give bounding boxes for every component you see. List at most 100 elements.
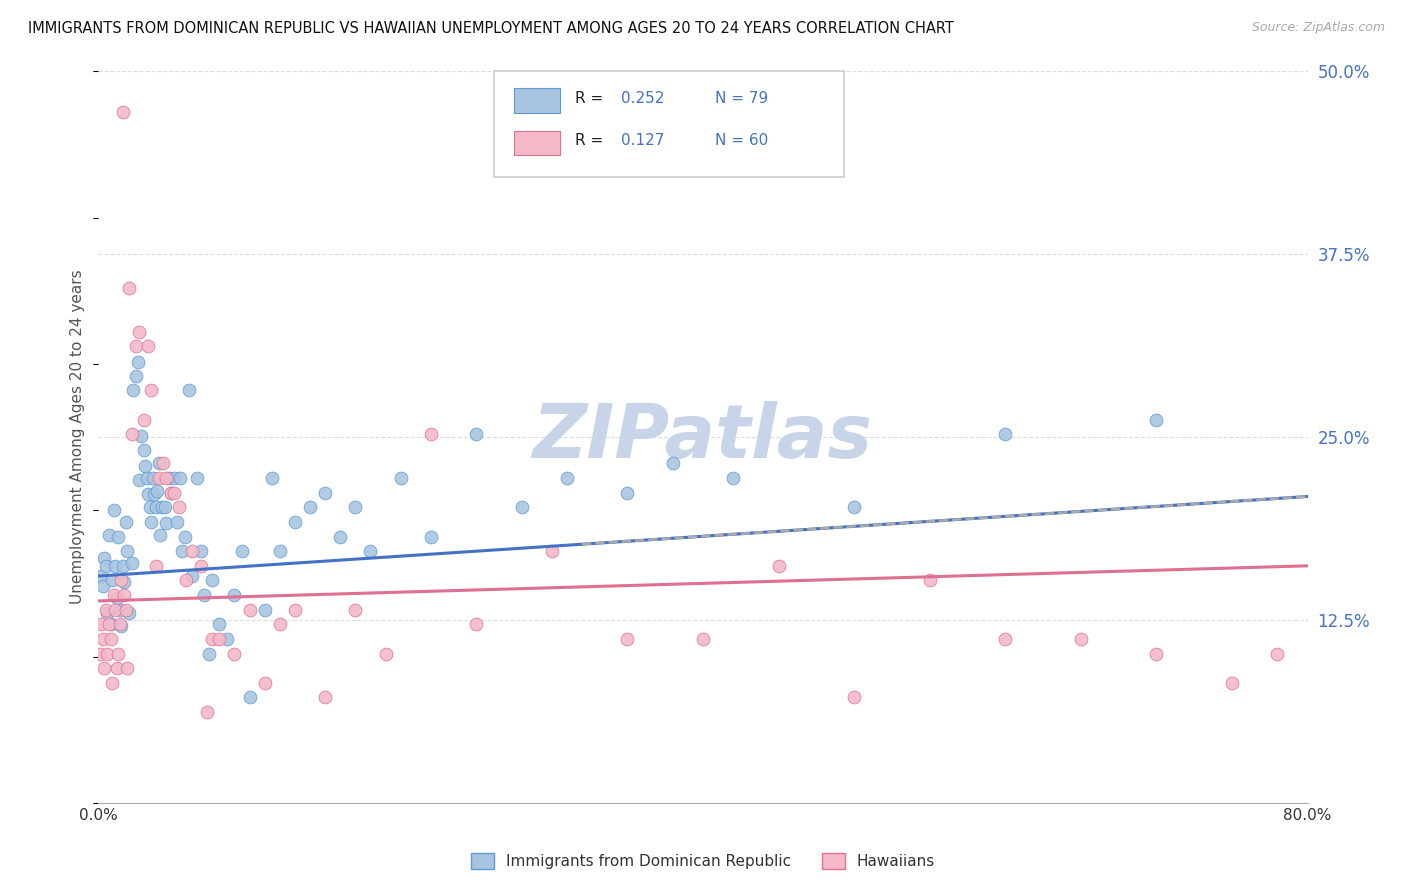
Point [768,558,790,573]
Point [149,528,172,542]
Point [616,485,638,500]
Point [160,485,183,500]
Point [93,551,115,566]
Point [118,281,141,295]
Point [510,500,533,515]
Point [89,647,111,661]
Point [844,690,866,705]
Point [91,579,114,593]
Point [181,544,204,558]
Point [135,471,157,485]
Point [112,574,135,589]
Point [91,632,114,646]
Text: IMMIGRANTS FROM DOMINICAN REPUBLIC VS HAWAIIAN UNEMPLOYMENT AMONG AGES 20 TO 24 : IMMIGRANTS FROM DOMINICAN REPUBLIC VS HA… [28,21,955,36]
Point [163,471,186,485]
Point [344,603,367,617]
Point [163,485,186,500]
Point [190,558,212,573]
Point [152,457,174,471]
Point [98,528,121,542]
Point [110,574,132,588]
Point [844,500,866,515]
Point [1144,412,1167,426]
Point [100,632,122,646]
Text: 0.252: 0.252 [621,91,664,106]
Point [150,500,173,515]
Point [107,530,129,544]
Point [239,603,262,617]
Point [540,544,562,558]
Point [190,544,212,558]
Point [143,487,166,501]
Text: R =: R = [575,133,603,148]
Point [132,412,155,426]
Point [98,617,121,632]
Point [284,603,307,617]
Point [93,661,115,675]
Point [269,544,291,558]
Point [94,558,117,573]
Point [994,427,1017,442]
Point [193,588,215,602]
Point [239,690,262,705]
Point [114,515,136,529]
Point [125,368,148,383]
Point [145,500,167,515]
Point [132,443,155,458]
Point [134,459,156,474]
Point [201,574,224,588]
Point [141,515,163,529]
Point [208,632,231,646]
Point [122,384,145,398]
Point [1144,647,1167,661]
Point [360,544,382,558]
Point [136,487,159,501]
Point [284,515,307,529]
Point [170,544,193,558]
Point [224,588,246,602]
Text: N = 60: N = 60 [716,133,768,148]
Point [96,647,118,661]
Legend: Immigrants from Dominican Republic, Hawaiians: Immigrants from Dominican Republic, Hawa… [465,847,941,875]
Point [96,606,118,620]
Point [1070,632,1092,646]
Point [231,544,253,558]
Point [129,428,152,442]
Point [616,632,638,646]
Point [215,632,238,646]
Point [224,647,246,661]
Point [105,591,128,605]
Point [661,457,683,471]
Point [108,617,131,632]
Point [142,471,165,485]
Point [174,574,197,588]
Point [103,503,125,517]
Point [167,500,190,515]
Y-axis label: Unemployment Among Ages 20 to 24 years: Unemployment Among Ages 20 to 24 years [70,269,86,605]
Point [103,588,125,602]
Point [155,471,177,485]
Point [111,558,134,573]
Point [465,617,488,632]
Point [112,588,135,602]
Point [105,661,128,675]
Point [173,530,195,544]
Point [692,632,714,646]
Point [262,471,284,485]
Point [329,530,352,544]
Point [420,530,443,544]
Point [148,471,170,485]
Point [90,569,112,583]
Point [108,603,131,617]
Point [141,384,163,398]
Point [128,473,150,487]
Point [1267,647,1289,661]
Point [104,558,127,573]
Point [94,603,117,617]
Point [314,690,336,705]
Point [555,471,578,485]
Point [420,427,443,442]
Point [208,617,231,632]
Point [139,500,162,515]
Point [136,339,159,353]
